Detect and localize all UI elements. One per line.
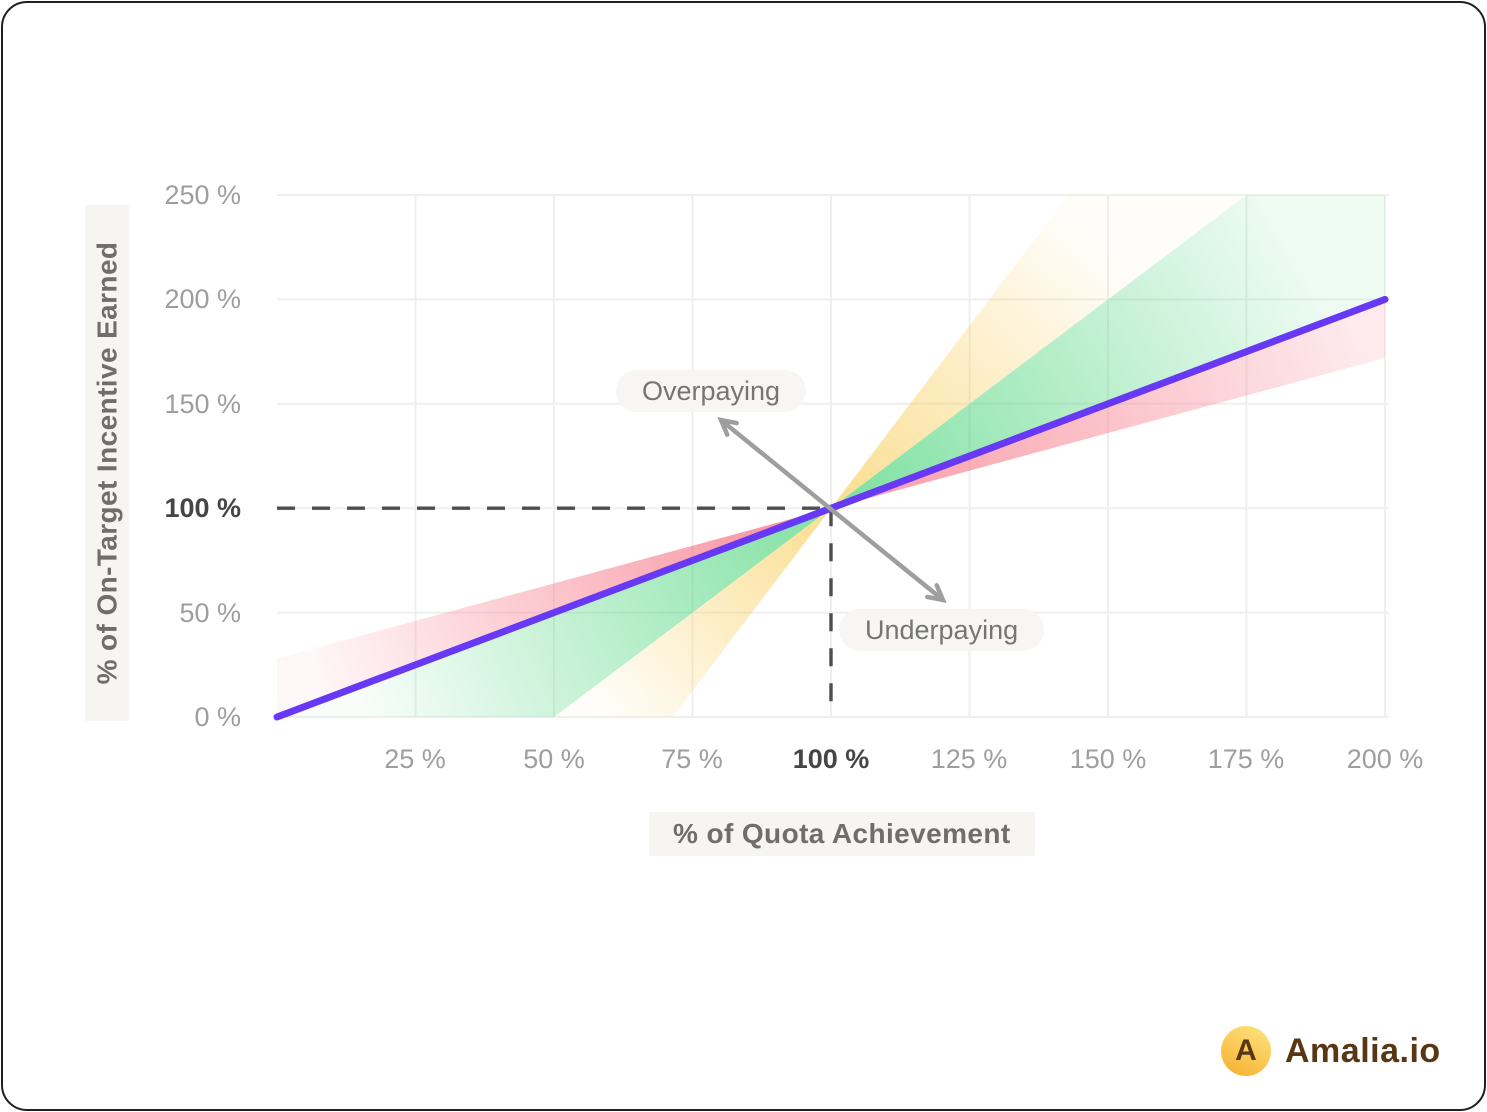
chart-canvas [273,194,1389,721]
y-tick-0: 0 % [194,702,241,732]
arrowhead-lower-right [925,583,947,604]
x-tick-150: 150 % [1069,744,1147,774]
x-tick-175: 175 % [1207,744,1285,774]
overpay-underpay-arrow [717,416,947,604]
reference-dashed-lines [277,506,833,717]
x-axis-title: % of Quota Achievement [649,812,1035,856]
y-tick-150: 150 % [164,389,241,419]
x-tick-75: 75 % [661,744,723,774]
y-tick-250: 250 % [164,180,241,210]
overpaying-label: Overpaying [616,370,807,412]
arrowhead-upper-left [717,416,739,437]
y-tick-50: 50 % [179,598,241,628]
amalia-logo: A Amalia.io [1221,1026,1441,1076]
y-axis-title-strip: % of On-Target Incentive Earned [85,205,129,721]
amalia-wordmark: Amalia.io [1285,1031,1441,1070]
x-tick-125: 125 % [930,744,1008,774]
x-tick-25: 25 % [384,744,446,774]
y-tick-100-emphasized: 100 % [164,493,241,523]
y-tick-200: 200 % [164,284,241,314]
x-tick-100-emphasized: 100 % [792,744,870,774]
y-axis-title: % of On-Target Incentive Earned [91,241,123,685]
x-tick-50: 50 % [523,744,585,774]
green-band-right [831,195,1385,509]
x-tick-200: 200 % [1346,744,1424,774]
plot-area [273,194,1395,721]
underpaying-label: Underpaying [839,609,1045,651]
amalia-logo-icon: A [1221,1026,1271,1076]
